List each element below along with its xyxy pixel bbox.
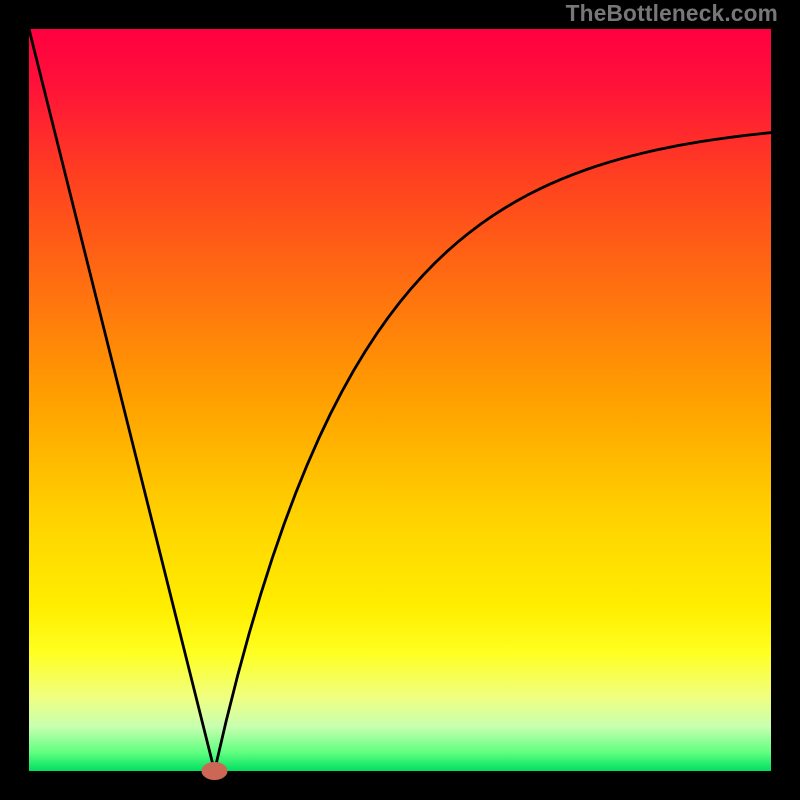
bottleneck-chart [0, 0, 800, 800]
bottleneck-marker [202, 762, 228, 780]
figure-frame: TheBottleneck.com [0, 0, 800, 800]
watermark-text: TheBottleneck.com [566, 0, 778, 27]
